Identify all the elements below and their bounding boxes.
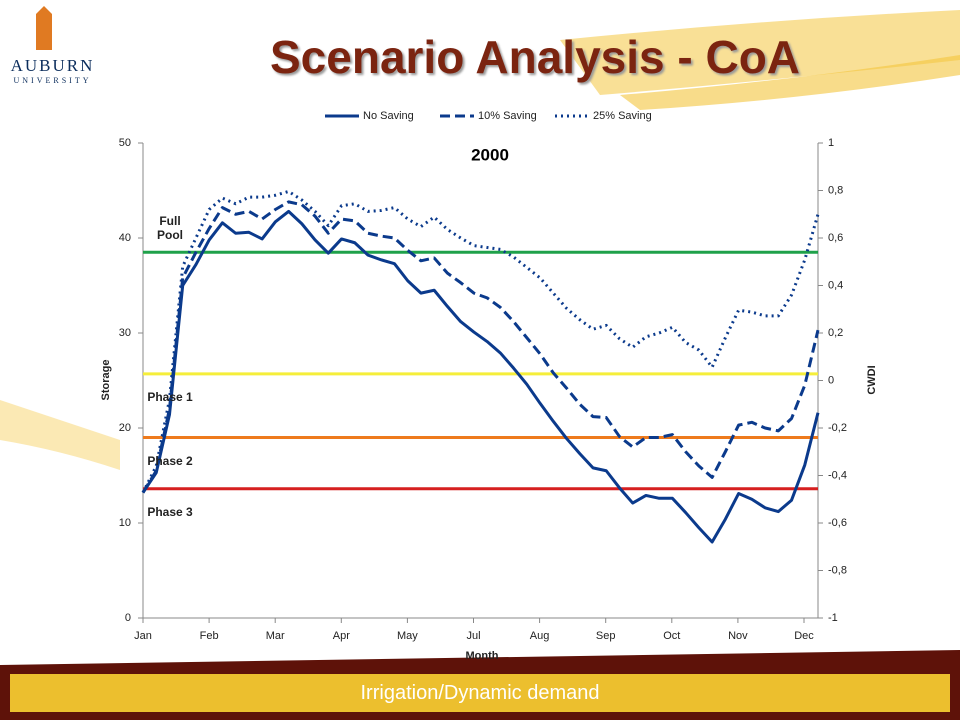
y-tick-label: 30 [119,327,131,339]
y2-tick-label: 0,4 [828,279,843,291]
logo-tower [36,6,52,50]
x-tick-label: Mar [266,630,285,642]
footer: Irrigation/Dynamic demand [10,674,950,712]
y-tick-label: 10 [119,517,131,529]
x-tick-label: Sep [596,630,616,642]
reference-label: Phase 1 [147,389,193,404]
y-tick-label: 0 [125,612,131,624]
x-tick-label: Jul [466,630,480,642]
x-tick-label: Jan [134,630,152,642]
x-tick-label: Oct [663,630,680,642]
y2-tick-label: -0,8 [828,564,847,576]
y2-tick-label: 0 [828,374,834,386]
x-axis-label: Month [466,650,499,662]
y2-axis-label: CWDI [866,365,878,394]
y-tick-label: 40 [119,232,131,244]
legend-label: 10% Saving [478,110,537,122]
y2-tick-label: -0,2 [828,422,847,434]
logo-name: AUBURN [10,56,95,75]
series-line [141,200,820,494]
y-tick-label: 50 [119,137,131,149]
x-tick-label: Apr [333,630,350,642]
y2-tick-label: 0,2 [828,327,843,339]
y2-tick-label: 1 [828,137,834,149]
legend-label: 25% Saving [593,110,652,122]
x-tick-label: Nov [728,630,748,642]
y2-tick-label: 0,6 [828,232,843,244]
y-axis-label: Storage [100,360,112,401]
series-line [141,189,820,494]
x-tick-label: May [397,630,418,642]
reference-label: Full Pool [157,214,183,243]
swoosh [620,55,960,110]
legend-label: No Saving [363,110,414,122]
y2-tick-label: -0,6 [828,517,847,529]
swoosh [560,10,960,95]
x-tick-label: Feb [200,630,219,642]
x-tick-label: Aug [530,630,550,642]
swoosh [0,400,120,470]
logo: AUBURN UNIVERSITY [10,10,95,85]
y-tick-label: 20 [119,422,131,434]
reference-label: Phase 3 [147,504,193,519]
y2-tick-label: 0,8 [828,184,843,196]
slide-title: Scenario Analysis - CoA [270,31,801,83]
logo-sub: UNIVERSITY [13,76,92,85]
series-line [141,209,820,544]
y2-tick-label: -1 [828,612,838,624]
plot-area [142,143,818,618]
x-tick-label: Dec [794,630,814,642]
y2-tick-label: -0,4 [828,469,847,481]
chart-title: 2000 [471,145,509,164]
reference-label: Phase 2 [147,453,193,468]
